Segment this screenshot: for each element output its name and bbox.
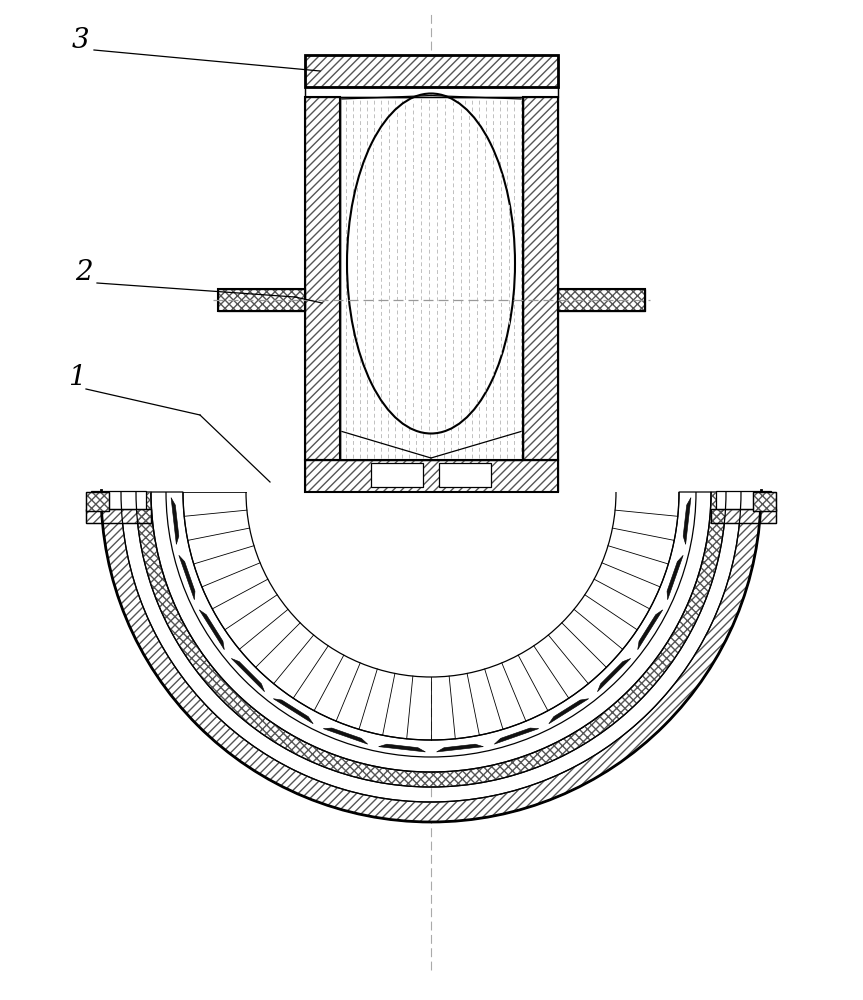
Bar [340,97,523,460]
Bar [305,460,558,492]
Bar [711,509,776,523]
Bar [305,55,558,87]
Polygon shape [171,498,179,544]
Polygon shape [597,658,631,692]
Bar [305,97,340,460]
Bar [91,491,146,509]
Polygon shape [638,610,663,650]
Bar [305,87,558,97]
Text: 3: 3 [72,27,90,54]
Bar [218,289,305,311]
Bar [558,289,645,311]
Bar [711,509,776,523]
Bar [305,97,340,460]
Bar [371,463,423,487]
Bar [753,492,776,511]
Bar [753,492,776,511]
Polygon shape [136,492,726,787]
Bar [753,492,776,511]
Bar [305,460,558,492]
Bar [439,463,491,487]
Polygon shape [324,728,368,744]
Text: 2: 2 [75,259,92,286]
Bar [305,97,340,460]
Polygon shape [274,699,313,724]
Polygon shape [667,555,683,600]
Bar [716,491,771,509]
Polygon shape [101,492,761,822]
Bar [523,97,558,460]
Bar [86,509,151,523]
Polygon shape [494,728,539,744]
Bar [523,97,558,460]
Polygon shape [199,610,224,650]
Bar [86,492,109,511]
Polygon shape [379,744,425,752]
Polygon shape [231,658,265,692]
Bar [340,97,523,460]
Bar [86,492,109,511]
Bar [523,97,558,460]
Bar [86,492,109,511]
Bar [305,55,558,87]
Bar [711,509,776,523]
Bar [558,289,645,311]
Bar [86,509,151,523]
Polygon shape [179,555,195,600]
Ellipse shape [347,94,515,434]
Bar [218,289,305,311]
Bar [558,289,645,311]
Polygon shape [549,699,589,724]
Text: 1: 1 [68,364,85,391]
Bar [305,87,558,97]
Bar [218,289,305,311]
Bar [305,460,558,492]
Polygon shape [683,498,691,544]
Polygon shape [246,492,616,677]
Polygon shape [151,492,711,772]
Polygon shape [437,744,483,752]
Bar [305,55,558,87]
Bar [86,509,151,523]
